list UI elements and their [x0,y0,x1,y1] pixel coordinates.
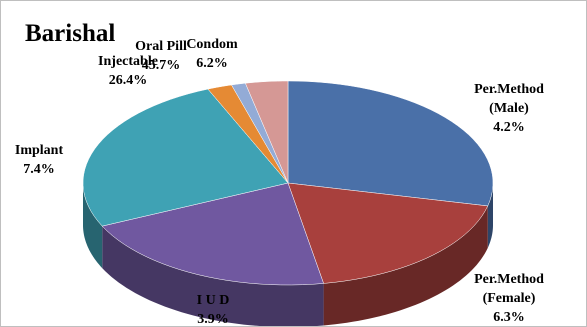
pie-slice-2 [101,182,324,286]
data-label-5: Oral Pill 45.7% [135,39,187,73]
data-label-6: Condom 6.2% [186,37,238,71]
data-label-2: I U D 3.9% [197,293,230,326]
pie-slice-4 [207,84,289,184]
pie-slice-5 [231,82,289,184]
pie-labels: Per.Method (Male) 4.2% Per.Method (Female) 6.… [15,37,544,326]
pie-slice-6 [245,80,289,184]
data-label-4: Injectable 26.4% [98,54,158,88]
pie-sides [83,183,493,326]
data-label-0: Per.Method (Male) 4.2% [474,82,544,135]
pie-slice-1 [287,182,489,284]
chart-title: Barishal [25,20,115,47]
pie-side-0 [487,183,493,248]
pie-side-2 [102,226,324,326]
data-label-3: Implant 7.4% [15,143,64,177]
pie-side-1 [323,205,488,326]
pie-slice-0 [287,80,494,207]
pie-tops [82,80,494,286]
pie-slice-3 [82,88,289,227]
data-label-1: Per.Method (Female) 6.3% [474,272,544,325]
pie-side-3 [83,183,103,269]
